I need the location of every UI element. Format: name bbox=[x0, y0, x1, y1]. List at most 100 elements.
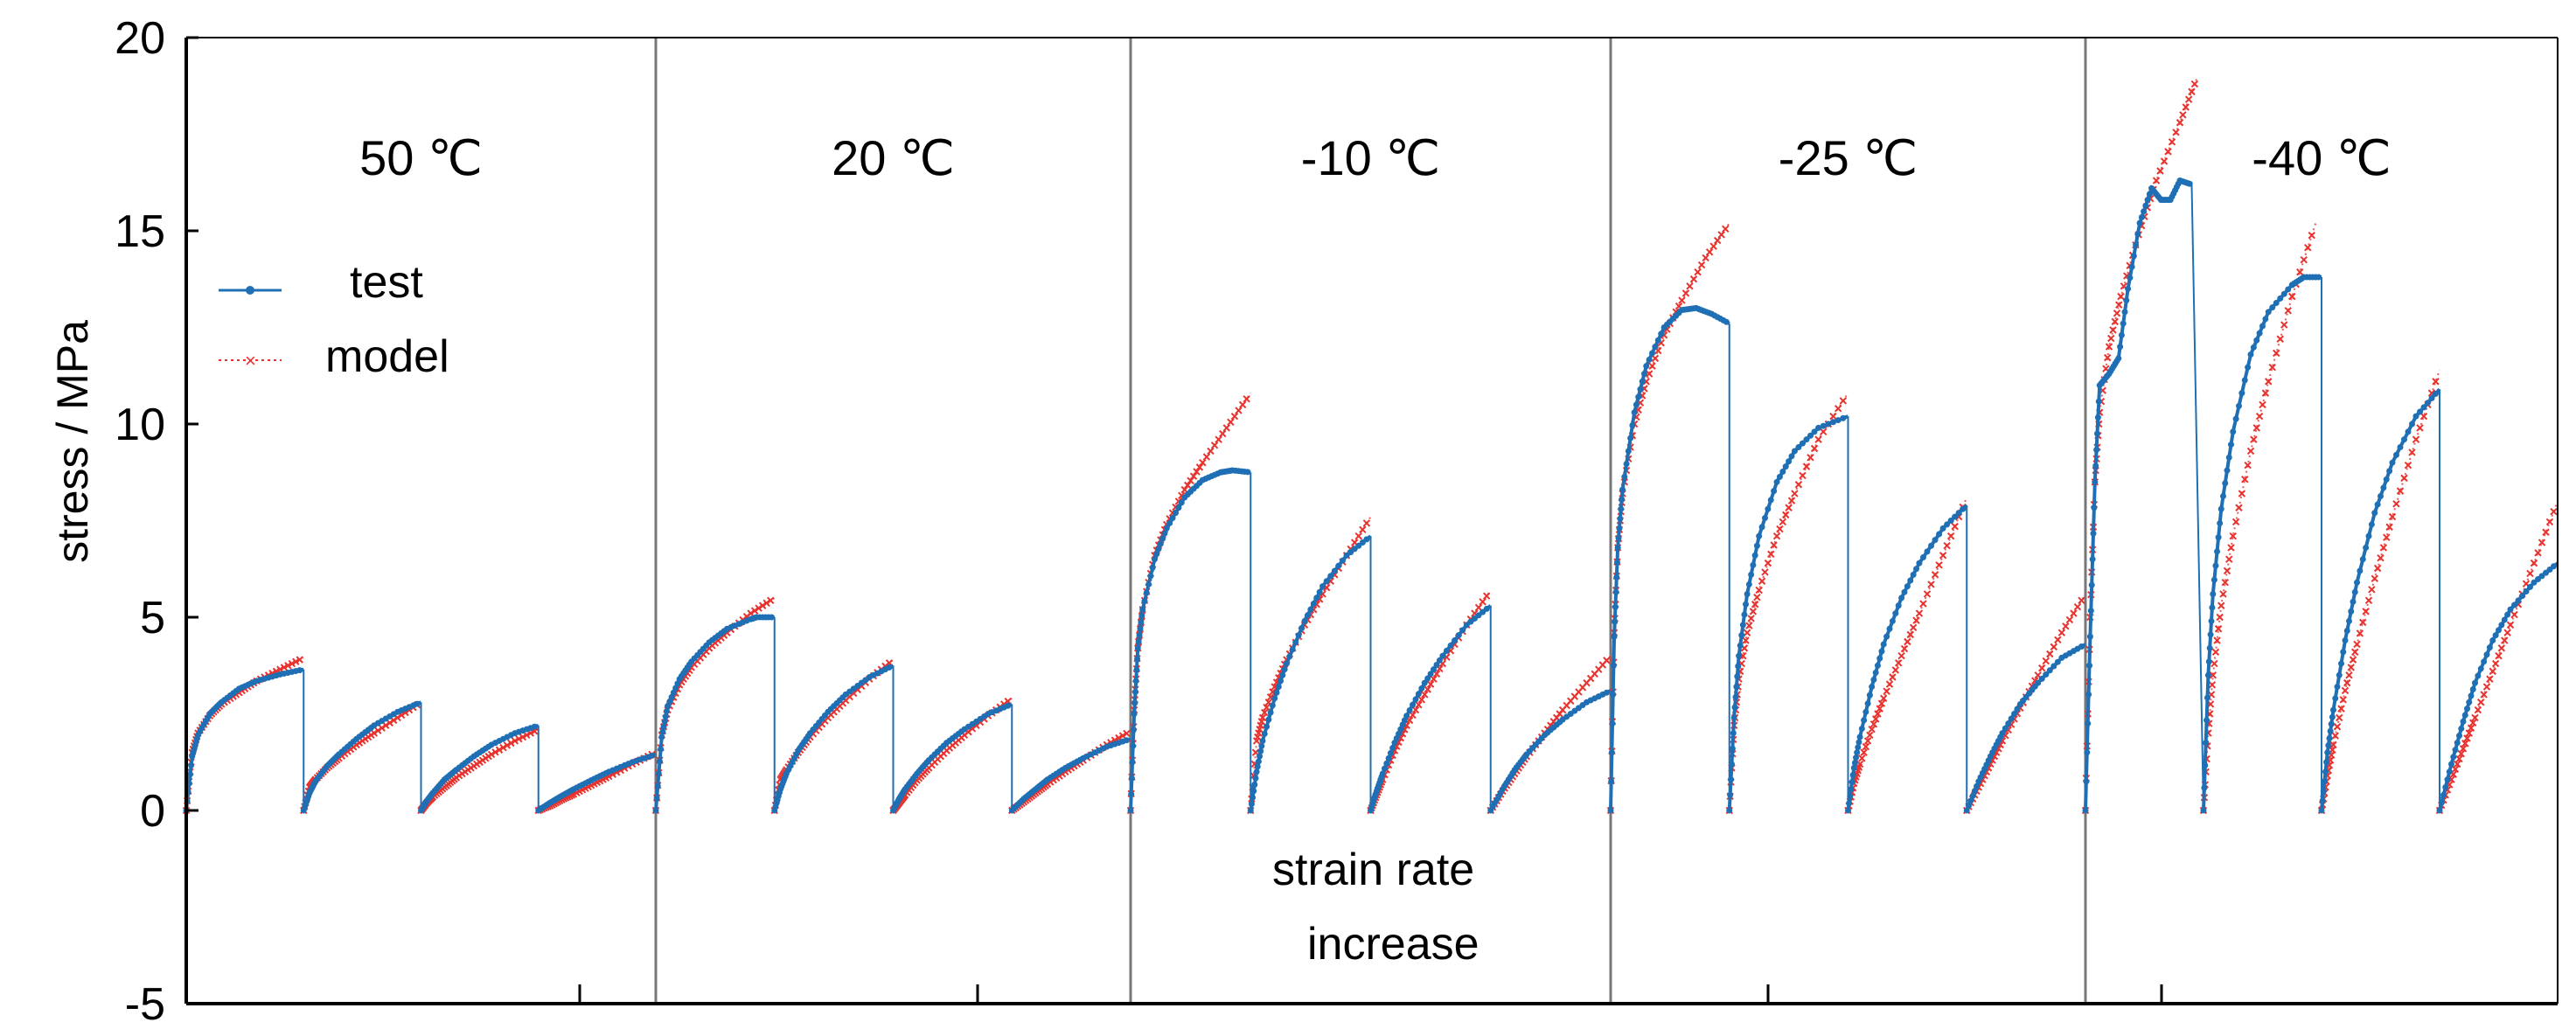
model-point bbox=[2223, 567, 2231, 575]
model-point bbox=[1697, 261, 1706, 269]
model-point bbox=[2331, 732, 2339, 740]
model-point bbox=[2416, 424, 2424, 432]
model-point bbox=[1883, 687, 1890, 695]
test-point bbox=[1323, 578, 1330, 585]
test-point bbox=[1952, 513, 1959, 520]
model-point bbox=[1894, 659, 1903, 667]
test-point bbox=[1870, 676, 1877, 683]
test-point bbox=[1385, 754, 1392, 761]
model-point bbox=[1860, 748, 1868, 756]
model-point bbox=[1263, 703, 1271, 712]
model-point bbox=[758, 601, 767, 609]
test-series-line bbox=[1846, 504, 1968, 811]
test-point bbox=[2450, 754, 2457, 761]
model-point bbox=[2304, 243, 2312, 252]
test-point bbox=[296, 667, 303, 674]
test-point bbox=[2475, 672, 2482, 679]
test-point bbox=[660, 723, 667, 730]
model-point bbox=[1858, 754, 1866, 762]
model-point bbox=[2495, 651, 2503, 660]
test-series-line bbox=[772, 664, 895, 811]
model-point bbox=[2214, 625, 2223, 633]
model-point bbox=[1880, 694, 1888, 703]
model-point bbox=[2111, 317, 2119, 326]
legend-test-label: test bbox=[350, 257, 423, 308]
test-point bbox=[2285, 286, 2292, 293]
test-point bbox=[2236, 402, 2242, 409]
test-point bbox=[2378, 493, 2384, 500]
test-point bbox=[1643, 363, 1650, 370]
test-point bbox=[1611, 633, 1618, 640]
model-point bbox=[2211, 648, 2220, 656]
test-point bbox=[2448, 761, 2454, 768]
model-point bbox=[2038, 664, 2046, 672]
model-point bbox=[2463, 734, 2471, 742]
test-point bbox=[2091, 504, 2098, 511]
test-point bbox=[2245, 364, 2252, 371]
test-point bbox=[2086, 662, 2092, 669]
test-point bbox=[2460, 718, 2467, 725]
test-series-line bbox=[184, 667, 304, 811]
model-point bbox=[1709, 242, 1717, 250]
model-point bbox=[1839, 397, 1848, 405]
y-tick-label: 20 bbox=[115, 13, 165, 64]
model-point bbox=[370, 729, 379, 737]
test-point bbox=[186, 771, 193, 778]
test-series-line bbox=[2202, 275, 2322, 811]
y-tick-label: -5 bbox=[125, 979, 165, 1029]
test-point bbox=[1161, 530, 1168, 537]
test-point bbox=[1892, 610, 1899, 617]
test-point bbox=[1255, 758, 1262, 765]
test-point bbox=[1960, 505, 1967, 512]
test-point bbox=[2208, 617, 2215, 624]
model-point bbox=[1183, 481, 1192, 490]
test-point bbox=[1866, 692, 1873, 699]
model-point bbox=[2280, 321, 2288, 329]
model-point bbox=[755, 604, 762, 612]
model-point bbox=[2244, 461, 2252, 469]
test-point bbox=[1758, 524, 1765, 531]
test-point bbox=[2338, 660, 2344, 667]
model-point bbox=[2172, 129, 2180, 136]
test-point bbox=[1649, 350, 1656, 357]
test-point bbox=[2125, 285, 2132, 292]
test-point bbox=[1403, 713, 1410, 720]
test-point bbox=[1936, 531, 1943, 538]
model-point bbox=[2404, 461, 2412, 469]
test-point bbox=[2386, 468, 2393, 475]
model-series-line bbox=[1250, 516, 1372, 811]
test-point bbox=[1379, 770, 1386, 777]
test-point bbox=[2256, 330, 2263, 337]
test-point bbox=[2092, 462, 2099, 469]
test-point bbox=[1139, 606, 1146, 613]
model-point bbox=[2210, 659, 2218, 668]
test-point bbox=[1147, 573, 1154, 580]
test-point bbox=[1753, 542, 1760, 549]
model-point bbox=[1411, 706, 1420, 714]
model-point bbox=[1359, 525, 1367, 534]
test-point bbox=[1907, 577, 1914, 584]
model-point bbox=[2419, 412, 2428, 421]
test-point bbox=[2357, 567, 2364, 574]
test-point bbox=[1872, 669, 1879, 676]
test-point bbox=[2121, 309, 2128, 316]
model-point bbox=[1758, 577, 1766, 585]
model-point bbox=[2538, 539, 2546, 546]
test-point bbox=[1999, 730, 2006, 737]
model-point bbox=[1123, 729, 1131, 738]
test-point bbox=[1331, 567, 1338, 574]
model-point bbox=[2351, 648, 2359, 656]
model-point bbox=[2474, 706, 2482, 714]
test-series-line bbox=[1965, 643, 2086, 811]
model-point bbox=[1904, 637, 1911, 646]
test-point bbox=[1175, 504, 1182, 511]
test-point bbox=[1886, 625, 1893, 632]
test-point bbox=[1858, 725, 1865, 732]
test-point bbox=[2444, 776, 2451, 783]
test-point bbox=[1301, 617, 1308, 624]
test-point bbox=[1767, 497, 1774, 504]
test-point bbox=[2038, 675, 2045, 682]
test-point bbox=[2417, 408, 2423, 415]
test-series-line bbox=[1489, 689, 1612, 811]
test-point bbox=[1279, 671, 1286, 678]
